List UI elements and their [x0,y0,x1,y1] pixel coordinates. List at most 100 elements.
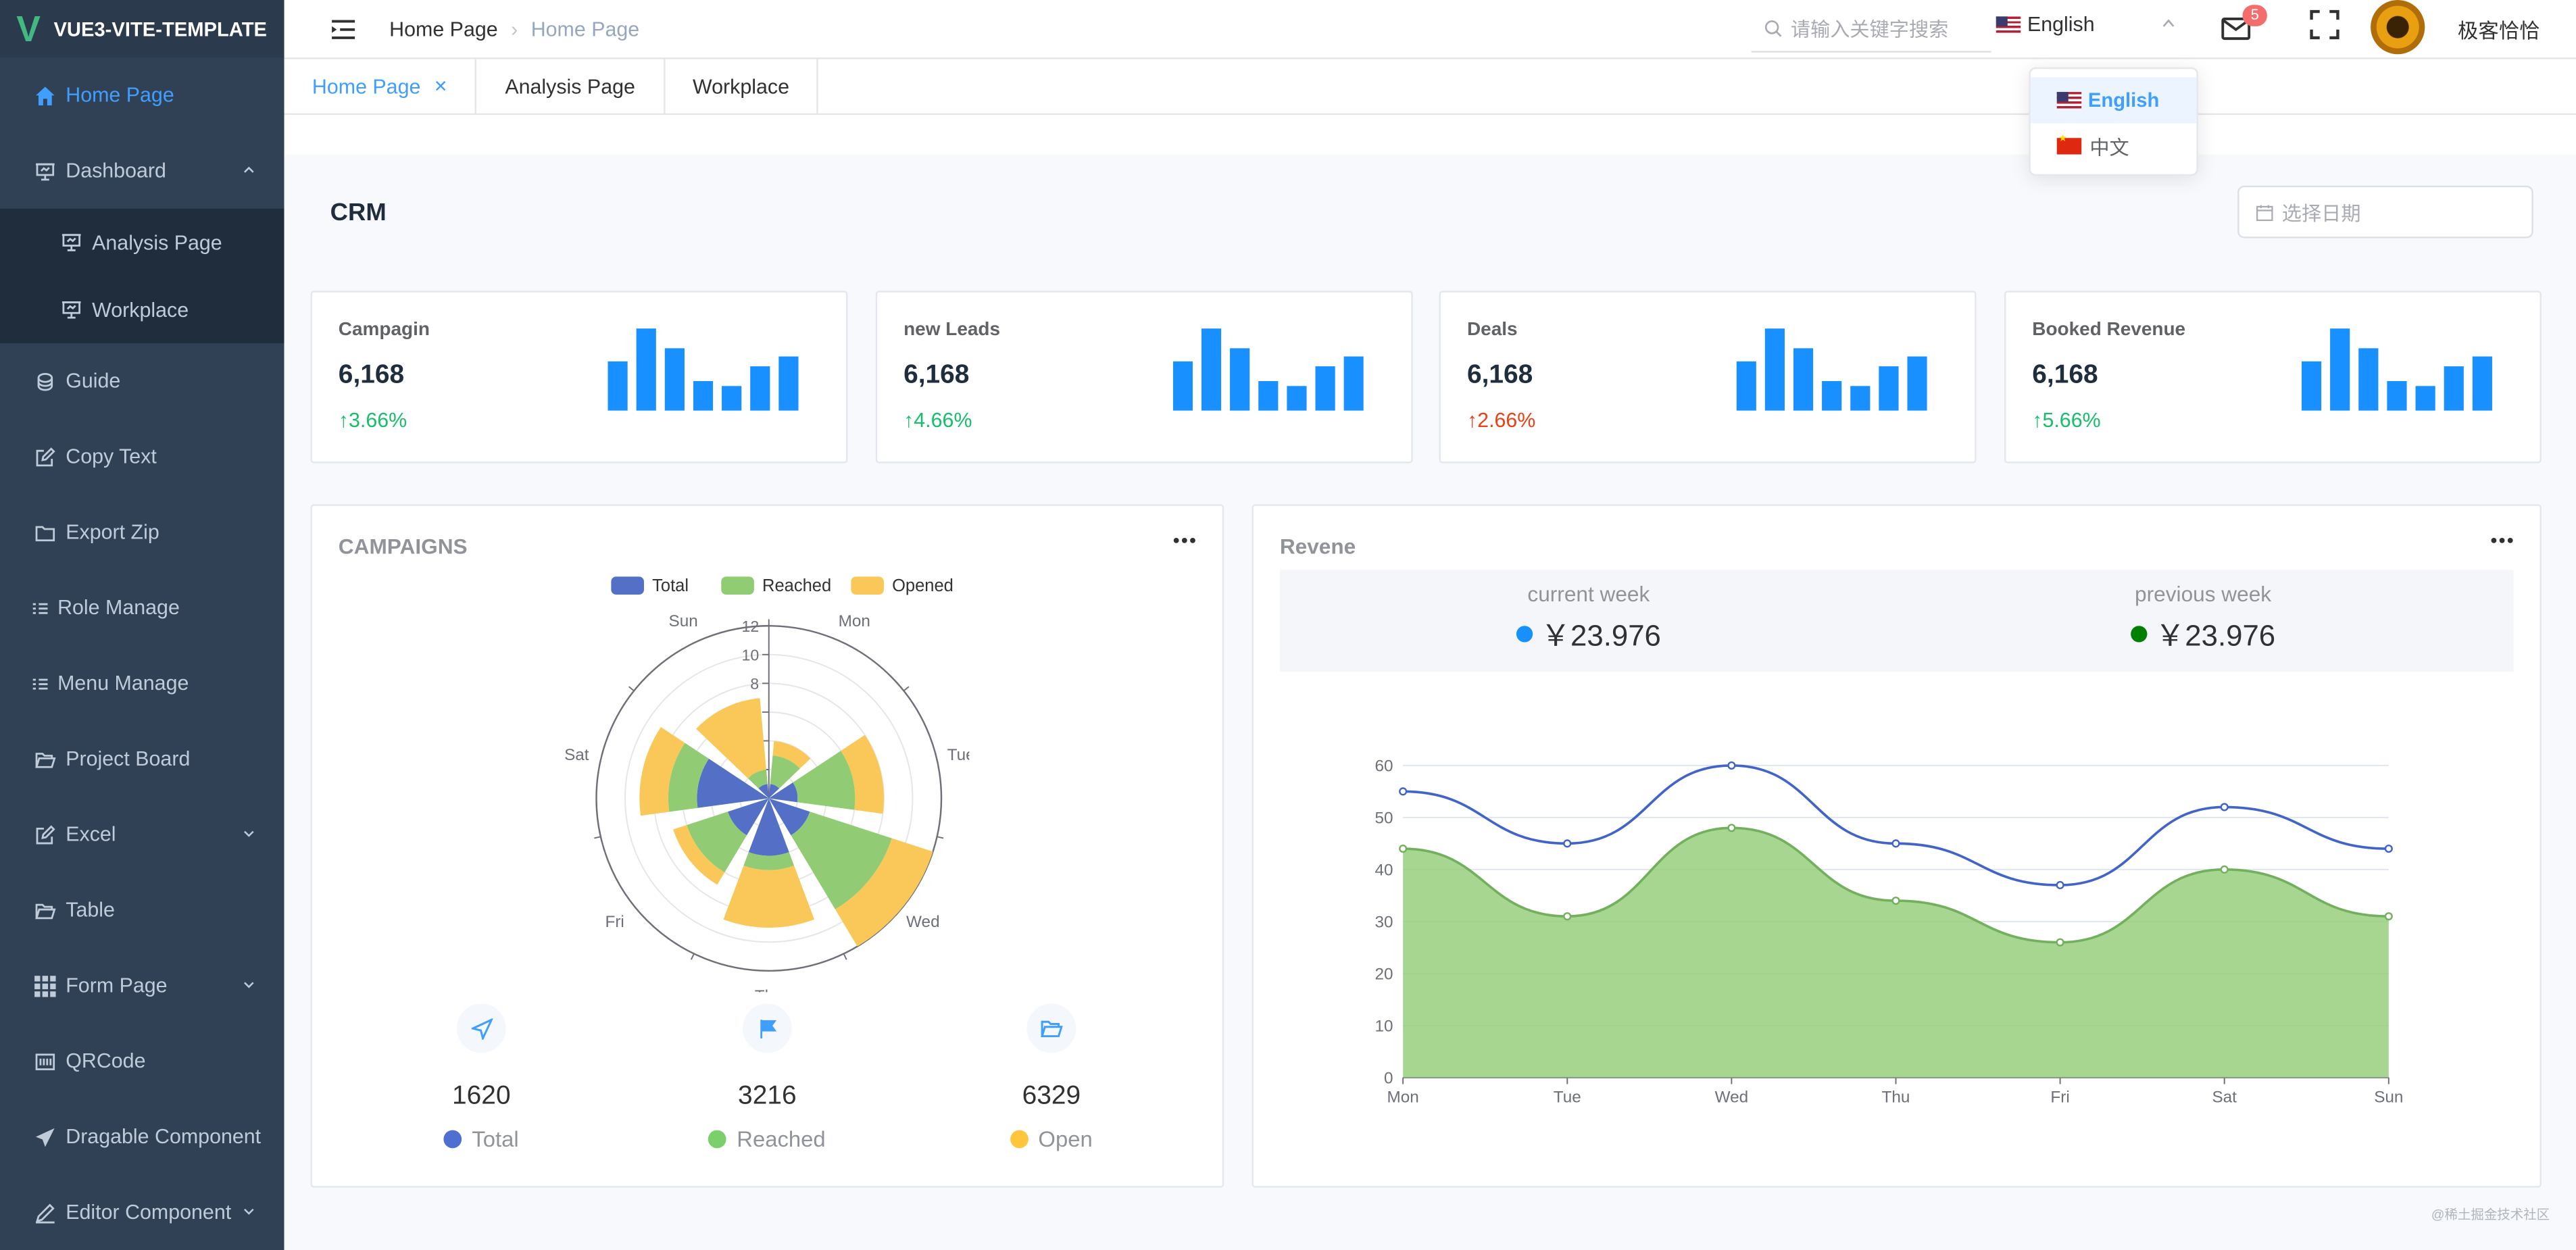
sparkline-bar [1764,328,1785,411]
fullscreen-icon[interactable] [2308,8,2342,41]
arrow-up-icon: ↑ [2032,409,2043,432]
list-icon [32,596,48,619]
home-icon [33,84,56,107]
sidebar-item-table[interactable]: Table [0,872,284,948]
tag-workplace[interactable]: Workplace [665,59,819,116]
polar-bar-total [728,798,769,836]
y-tick-label: 30 [1375,913,1393,931]
sidebar-item-export-zip[interactable]: Export Zip [0,495,284,570]
more-icon[interactable] [1171,529,1197,552]
sidebar-item-editor-component[interactable]: Editor Component [0,1174,284,1250]
language-option-chinese[interactable]: 中文 [2031,123,2197,169]
date-picker[interactable]: 选择日期 [2237,185,2533,239]
stat-change-value: 4.66% [914,409,972,432]
data-point [1399,787,1408,796]
sidebar-item-label: Table [66,898,115,922]
hamburger-icon[interactable] [330,18,357,41]
polar-bar-total [768,798,810,836]
search-input[interactable]: 请输入关键字搜索 [1751,7,1991,53]
sparkline-bar [1258,381,1279,411]
angle-axis-label: Mon [839,612,870,630]
angle-tick [690,953,695,960]
polar-bar-opened [841,734,884,814]
legend-swatch [611,576,644,595]
sparkline-bar [636,328,656,411]
sidebar-item-qrcode[interactable]: QRCode [0,1024,284,1099]
sidebar-item-workplace[interactable]: Workplace [0,276,284,343]
legend-dot [708,1130,727,1149]
avatar[interactable] [2371,0,2425,55]
sparkline-bar [2301,361,2322,411]
sidebar-item-dragable-component[interactable]: Dragable Component [0,1099,284,1174]
polar-bar-opened [772,741,811,769]
stat-sparkline [608,328,799,411]
tag-home-page[interactable]: Home Page ✕ [284,59,478,116]
sparkline-bar [2415,386,2435,411]
page-title: CRM [330,199,387,227]
breadcrumb-item[interactable]: Home Page [389,17,498,41]
sidebar-item-guide[interactable]: Guide [0,343,284,419]
us-flag-icon [1996,16,2021,33]
campaigns-card: CAMPAIGNS TotalReachedOpened24681012MonT… [310,504,1224,1188]
sidebar-item-dashboard[interactable]: Dashboard [0,133,284,209]
breadcrumb-separator-icon: › [511,17,518,41]
polar-bar-total [768,782,798,803]
sparkline-bar [1736,361,1756,411]
x-tick-label: Sun [2374,1088,2403,1103]
stat-sparkline [1172,328,1364,411]
close-icon[interactable]: ✕ [433,78,448,97]
sidebar-item-form-page[interactable]: Form Page [0,948,284,1024]
stat-change-value: 2.66% [1477,409,1536,432]
x-tick-label: Fri [2050,1088,2069,1103]
language-select[interactable]: English [1996,13,2194,36]
sparkline-bar [1879,366,1899,411]
current-week-label: current week [1527,581,1650,607]
sidebar-item-copy-text[interactable]: Copy Text [0,419,284,495]
sidebar-item-home-page[interactable]: Home Page [0,57,284,133]
x-tick-label: Sat [2212,1088,2237,1103]
breadcrumb: Home Page › Home Page [389,18,639,41]
stat-card-deals: Deals 6,168 ↑2.66% [1439,291,1977,464]
pen-icon [33,1201,56,1224]
chevron-down-icon [244,1208,254,1215]
legend-dot [443,1130,462,1149]
polar-bar-total [748,798,789,856]
stat-value: 6,168 [2032,361,2098,390]
revenue-line-chart: 0 10 20 30 40 50 60 Mon Tue Wed Thu Fri Sat Sun [1375,757,2404,1103]
sidebar-item-label: Home Page [66,83,174,107]
kpi-value: 1620 [452,1082,511,1111]
app-title: VUE3-VITE-TEMPLATE [53,17,268,41]
mail-icon[interactable] [2219,11,2252,45]
app-logo[interactable]: V VUE3-VITE-TEMPLATE [0,0,284,58]
x-tick-label: Thu [1882,1088,1910,1103]
previous-week-dot [2131,626,2148,643]
sparkline-bar [2387,381,2407,411]
sidebar-item-project-board[interactable]: Project Board [0,721,284,797]
angle-tick [903,686,910,692]
polar-bar-reached [793,751,856,810]
folder-icon [33,521,56,544]
calendar-icon [2256,204,2273,220]
sidebar-item-analysis-page[interactable]: Analysis Page [0,209,284,276]
sparkline-bar [1343,356,1364,411]
sidebar-item-excel[interactable]: Excel [0,797,284,872]
angle-tick [843,953,847,960]
sparkline-bar [1315,366,1335,411]
username[interactable]: 极客恰恰 [2457,20,2540,43]
notification-badge: 5 [2242,5,2267,26]
sidebar-item-label: Form Page [66,974,168,997]
more-icon[interactable] [2489,529,2515,552]
sidebar-item-role-manage[interactable]: Role Manage [0,570,284,646]
previous-week-value: ￥23.976 [2155,619,2276,653]
current-week-value: ￥23.976 [1541,619,1661,653]
stat-value: 6,168 [903,361,970,390]
language-option-english[interactable]: English [2030,77,2197,124]
sparkline-bar [1172,361,1193,411]
sidebar-item-menu-manage[interactable]: Menu Manage [0,645,284,721]
tag-analysis-page[interactable]: Analysis Page [477,59,665,116]
tag-label: Analysis Page [505,75,635,99]
sidebar-item-label: Role Manage [57,596,180,620]
polar-bar-opened [639,727,685,816]
stat-change: ↑4.66% [903,409,972,432]
sparkline-bar [1287,386,1307,411]
